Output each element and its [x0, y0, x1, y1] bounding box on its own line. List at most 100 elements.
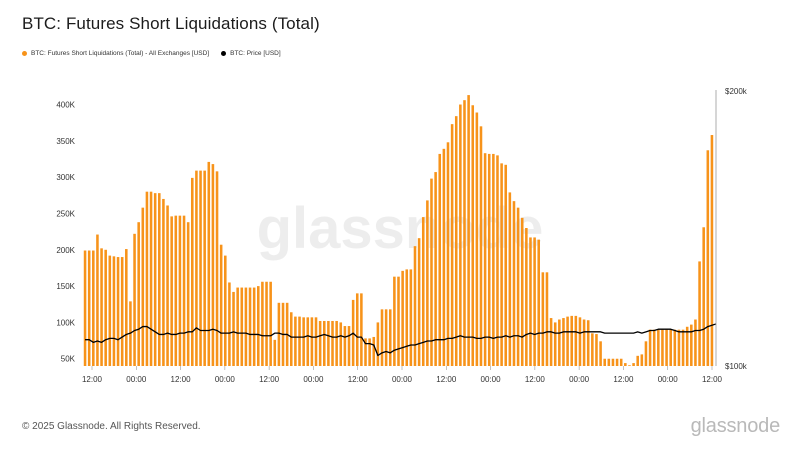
- bar: [582, 319, 586, 366]
- legend-item-price[interactable]: BTC: Price [USD]: [221, 50, 281, 57]
- bar: [87, 250, 91, 366]
- bar: [463, 100, 466, 367]
- bar: [228, 282, 231, 366]
- bar: [558, 319, 561, 366]
- bar: [648, 329, 652, 366]
- bar: [541, 272, 545, 366]
- bar: [257, 286, 260, 366]
- bar: [681, 329, 685, 366]
- bar: [446, 142, 450, 366]
- y-tick-label: 200K: [56, 246, 75, 255]
- bar: [545, 272, 549, 366]
- bar: [595, 334, 598, 366]
- x-tick-label: 12:00: [259, 375, 280, 384]
- bar: [166, 205, 169, 366]
- bar: [215, 171, 219, 366]
- x-tick-label: 00:00: [215, 375, 236, 384]
- bar: [162, 198, 165, 366]
- y-tick-label: 300K: [56, 173, 75, 182]
- bar: [442, 148, 446, 366]
- bar: [574, 315, 578, 366]
- y-tick-label: 100K: [56, 318, 75, 327]
- bar: [549, 318, 553, 366]
- bar: [322, 320, 326, 366]
- bar: [388, 309, 392, 366]
- bar: [178, 215, 182, 366]
- y2-tick-label: $200k: [725, 87, 748, 96]
- bar: [108, 255, 112, 366]
- price-series: [85, 323, 717, 357]
- x-tick-label: 12:00: [348, 375, 369, 384]
- bar: [570, 315, 573, 366]
- y2-tick-label: $100k: [725, 362, 748, 371]
- brand-logo: glassnode: [690, 415, 781, 437]
- bar: [170, 216, 173, 366]
- bar: [100, 248, 103, 366]
- bar: [661, 329, 664, 366]
- bar: [145, 191, 149, 366]
- x-tick-label: 00:00: [658, 375, 679, 384]
- bar: [339, 322, 343, 366]
- bar: [207, 161, 211, 366]
- bar: [702, 227, 705, 366]
- bar: [141, 207, 145, 366]
- bar: [529, 237, 532, 366]
- bar: [397, 276, 400, 366]
- chart-title: BTC: Futures Short Liquidations (Total): [22, 14, 320, 33]
- legend: BTC: Futures Short Liquidations (Total) …: [22, 50, 293, 57]
- legend-swatch-price: [221, 51, 227, 56]
- copyright-text: © 2025 Glassnode. All Rights Reserved.: [22, 421, 201, 432]
- bar: [133, 233, 136, 366]
- bar: [537, 239, 540, 366]
- y-tick-label: 350K: [56, 137, 75, 146]
- x-tick-label: 00:00: [126, 375, 147, 384]
- bar: [475, 112, 479, 367]
- legend-label-price: BTC: Price [USD]: [230, 50, 281, 57]
- bar: [314, 317, 318, 366]
- legend-item-liquidations[interactable]: BTC: Futures Short Liquidations (Total) …: [22, 50, 209, 57]
- bar: [248, 287, 252, 366]
- bar: [405, 269, 409, 366]
- bar: [566, 316, 569, 366]
- bar: [508, 192, 512, 366]
- bar: [158, 193, 161, 366]
- bar: [644, 341, 648, 366]
- bar: [153, 193, 157, 366]
- x-tick-label: 12:00: [702, 375, 723, 384]
- bar: [195, 170, 198, 366]
- bar: [591, 333, 594, 366]
- bar: [512, 201, 516, 366]
- y-tick-label: 150K: [56, 282, 75, 291]
- bar: [603, 358, 606, 366]
- bar: [137, 222, 140, 366]
- bar: [685, 326, 689, 366]
- watermark: glassnode: [257, 196, 544, 261]
- bar: [454, 116, 458, 367]
- bar: [694, 319, 697, 366]
- bar: [191, 177, 194, 366]
- bar: [261, 281, 264, 366]
- bar: [174, 215, 178, 366]
- bar: [619, 358, 623, 366]
- bar-series: [83, 95, 714, 367]
- bar: [331, 320, 334, 366]
- bar: [624, 363, 627, 366]
- x-tick-label: 12:00: [525, 375, 546, 384]
- bar: [96, 234, 99, 366]
- bar: [186, 222, 190, 366]
- bar: [615, 358, 619, 366]
- bar: [500, 163, 503, 366]
- bar: [640, 354, 644, 366]
- bar: [355, 293, 359, 366]
- bar: [149, 191, 153, 366]
- bar: [611, 358, 615, 366]
- bar: [116, 257, 120, 366]
- bar: [434, 172, 437, 366]
- bar: [302, 317, 305, 366]
- y-axis-left: 50K 100K 150K 200K 250K 300K 350K 400K: [56, 101, 75, 364]
- bar: [244, 287, 248, 366]
- bar: [120, 257, 124, 366]
- bar: [459, 104, 462, 366]
- bar: [438, 153, 442, 366]
- x-tick-label: 00:00: [569, 375, 590, 384]
